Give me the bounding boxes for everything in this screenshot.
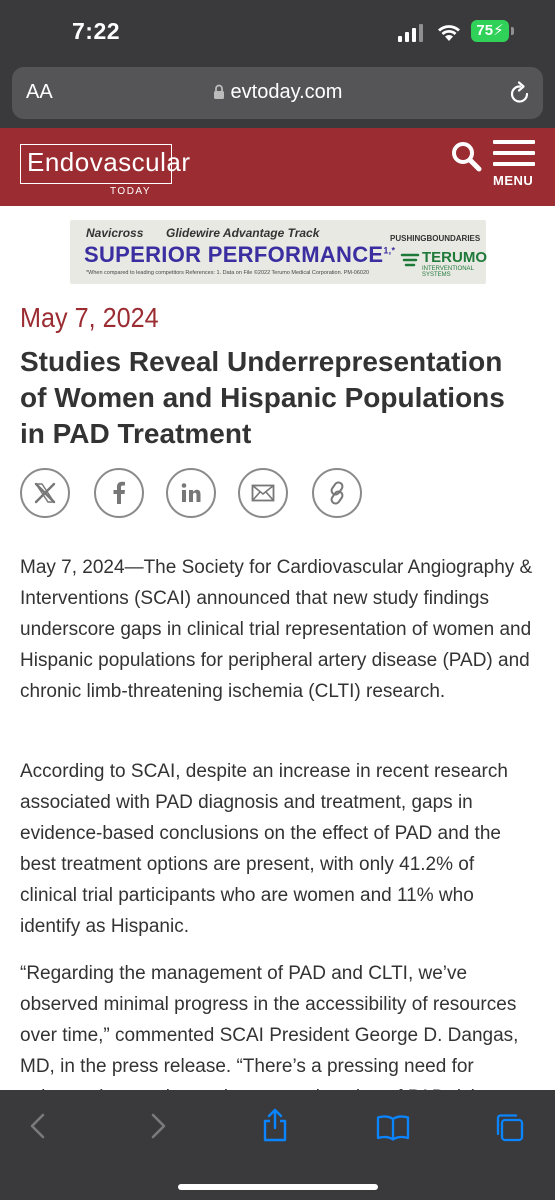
article-paragraph: May 7, 2024—The Society for Cardiovascul… bbox=[20, 557, 533, 702]
ad-headline-text: SUPERIOR PERFORMANCE bbox=[84, 242, 384, 267]
search-icon[interactable] bbox=[450, 140, 482, 172]
status-time: 7:22 bbox=[72, 18, 121, 44]
text-size-label: AA bbox=[26, 81, 53, 103]
forward-icon[interactable] bbox=[148, 1112, 168, 1140]
battery-icon: 75⚡ bbox=[471, 20, 509, 42]
share-facebook-button[interactable] bbox=[94, 468, 144, 518]
article-paragraph: “Regarding the management of PAD and CLT… bbox=[20, 963, 519, 1090]
email-icon bbox=[251, 484, 275, 502]
hamburger-icon bbox=[493, 140, 535, 144]
browser-address-area: AA evtoday.com bbox=[0, 62, 555, 128]
ad-fine-print: *When compared to leading competitors Re… bbox=[86, 270, 370, 276]
url-display[interactable]: evtoday.com bbox=[12, 81, 543, 104]
ad-headline-sup: 1,* bbox=[383, 245, 396, 256]
bookmarks-icon[interactable] bbox=[376, 1114, 410, 1142]
tabs-icon[interactable] bbox=[494, 1112, 526, 1144]
cellular-signal-icon bbox=[398, 22, 424, 42]
battery-cap bbox=[511, 27, 514, 35]
back-icon[interactable] bbox=[28, 1112, 48, 1140]
wifi-icon bbox=[438, 25, 460, 41]
reload-icon[interactable] bbox=[509, 81, 531, 105]
share-copy-link-button[interactable] bbox=[312, 468, 362, 518]
home-indicator bbox=[178, 1184, 378, 1190]
share-linkedin-button[interactable] bbox=[166, 468, 216, 518]
address-bar[interactable]: AA evtoday.com bbox=[12, 67, 543, 119]
link-icon bbox=[330, 481, 344, 505]
logo-main-text: Endovascular bbox=[27, 147, 191, 177]
hamburger-line bbox=[493, 162, 535, 166]
menu-label: MENU bbox=[493, 173, 534, 188]
text-size-button[interactable]: AA bbox=[26, 81, 53, 104]
share-email-button[interactable] bbox=[238, 468, 288, 518]
x-icon bbox=[34, 482, 56, 504]
ad-company: TERUMO bbox=[422, 249, 487, 266]
article-paragraph: According to SCAI, despite an increase i… bbox=[20, 761, 508, 937]
site-header: Endovascular TODAY bbox=[0, 128, 555, 206]
ad-tagline: PUSHINGBOUNDARIES bbox=[390, 234, 481, 243]
share-icon[interactable] bbox=[260, 1108, 290, 1142]
ad-brand-navicross: Navicross bbox=[86, 226, 144, 240]
status-bar: 7:22 75⚡ bbox=[0, 0, 555, 62]
browser-toolbar bbox=[0, 1090, 555, 1200]
linkedin-icon bbox=[181, 483, 201, 502]
menu-button[interactable]: MENU bbox=[493, 140, 537, 188]
hamburger-line bbox=[493, 151, 535, 155]
site-logo[interactable]: Endovascular TODAY bbox=[20, 144, 190, 197]
share-x-button[interactable] bbox=[20, 468, 70, 518]
logo-sub-text: TODAY bbox=[107, 186, 155, 197]
ad-headline: SUPERIOR PERFORMANCE1,* bbox=[84, 242, 395, 268]
banner-ad[interactable]: Navicross Glidewire Advantage Track SUPE… bbox=[70, 220, 487, 284]
page-content: Navicross Glidewire Advantage Track SUPE… bbox=[0, 206, 555, 1090]
ad-brand-glidewire: Glidewire Advantage Track bbox=[166, 226, 320, 240]
url-text: evtoday.com bbox=[230, 81, 343, 103]
article-title: Studies Reveal Underrepresentation of Wo… bbox=[20, 346, 505, 449]
facebook-icon bbox=[113, 481, 125, 504]
terumo-logo-icon bbox=[400, 253, 420, 267]
article-date: May 7, 2024 bbox=[20, 302, 159, 333]
ad-company-sub: INTERVENTIONAL SYSTEMS bbox=[422, 266, 474, 278]
lock-icon bbox=[213, 84, 224, 99]
battery-level: 75 bbox=[476, 22, 494, 39]
